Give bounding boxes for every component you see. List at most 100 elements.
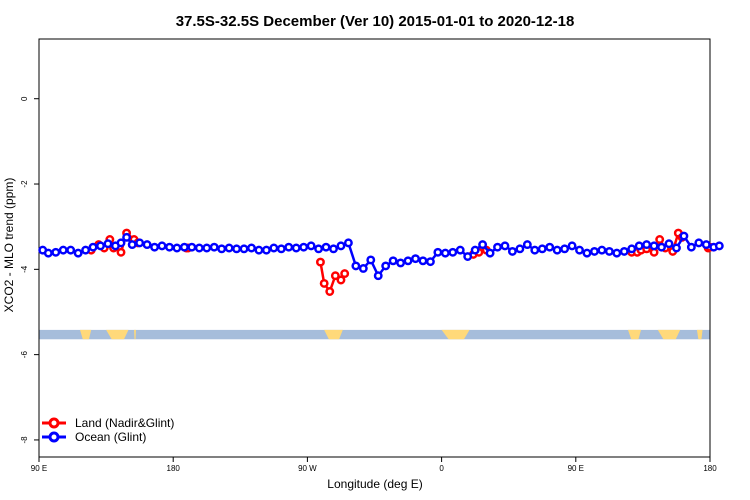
data-point [96,241,105,251]
data-point [314,244,324,254]
map-land-patch [441,329,470,340]
data-point [319,278,329,288]
data-point [306,241,316,251]
series-ocean [38,231,724,281]
data-point [343,238,353,248]
data-point [336,241,346,251]
y-tick-label: -8 [20,436,29,444]
data-point [336,275,346,285]
data-point [116,238,126,248]
legend-ocean-marker [48,431,60,443]
data-point [135,238,145,248]
y-tick-label: -4 [20,265,29,273]
data-point [470,245,480,255]
data-point [537,244,547,254]
x-tick-label: 90 E [568,464,584,473]
data-point [315,257,325,267]
data-point [425,257,435,267]
data-point [127,240,137,250]
data-point [411,254,420,264]
data-point [179,242,189,252]
data-point [330,271,340,281]
data-point [403,256,413,266]
data-point [284,242,294,252]
data-point [485,248,495,258]
x-tick-label: 180 [703,464,717,473]
legend-ocean-label: Ocean (Glint) [75,430,146,444]
data-point [239,244,249,254]
data-point [103,239,113,249]
data-point [73,248,83,258]
map-strip [39,329,710,340]
data-point [150,242,160,252]
data-point [455,245,465,255]
map-land-patch [324,329,343,340]
data-point [714,241,724,251]
data-point [325,287,335,296]
data-point [582,248,592,258]
map-ocean-band [39,329,710,340]
data-point [627,244,637,254]
map-land-patch [134,329,136,340]
data-point [340,269,350,279]
data-point [664,239,674,249]
data-point [51,247,61,257]
y-tick-label: 0 [20,96,29,101]
chart-title: 37.5S-32.5S December (Ver 10) 2015-01-01… [176,13,575,30]
x-tick-label: 90 W [298,464,317,473]
x-axis-label: Longitude (deg E) [327,477,422,491]
data-point [493,242,502,252]
data-point [642,240,652,250]
y-tick-label: -2 [20,180,29,188]
data-point [366,255,376,265]
data-point [217,244,227,254]
data-point [567,241,577,251]
data-point [463,252,473,261]
data-point [500,241,510,251]
data-point [552,245,562,255]
data-point [396,258,406,268]
data-point [269,243,279,253]
data-point [261,245,271,255]
data-point [686,242,696,252]
data-point [522,240,532,250]
map-land-patch [106,329,129,340]
x-tick-label: 0 [439,464,444,473]
map-land-patch [657,329,681,340]
data-point [672,243,681,253]
data-point [679,231,689,241]
data-point [122,232,132,242]
data-point [433,247,443,257]
data-point [448,247,458,257]
data-point [604,246,614,256]
x-tick-label: 180 [167,464,181,473]
data-point [612,248,622,258]
data-point [440,248,450,258]
data-point [560,244,570,254]
legend-land-marker [48,417,60,429]
data-point [202,243,212,253]
data-point [157,241,167,251]
data-point [545,242,555,252]
data-point [165,242,174,252]
data-point [58,245,68,255]
data-point [232,244,242,254]
data-point [209,242,219,252]
data-point [373,271,383,281]
data-point [224,243,234,253]
data-point [254,245,264,255]
data-point [694,238,704,248]
data-point [381,261,391,271]
data-point [507,246,517,256]
map-land-patch [627,329,642,340]
data-point [515,244,525,254]
data-point [329,244,338,254]
x-tick-label: 90 E [31,464,47,473]
data-point [619,246,629,256]
data-point [655,235,665,244]
x-axis: 90 E 180 90 W 0 90 E 180 [31,457,717,473]
y-tick-label: -6 [20,351,29,359]
data-point [43,248,53,258]
data-point [142,240,152,250]
